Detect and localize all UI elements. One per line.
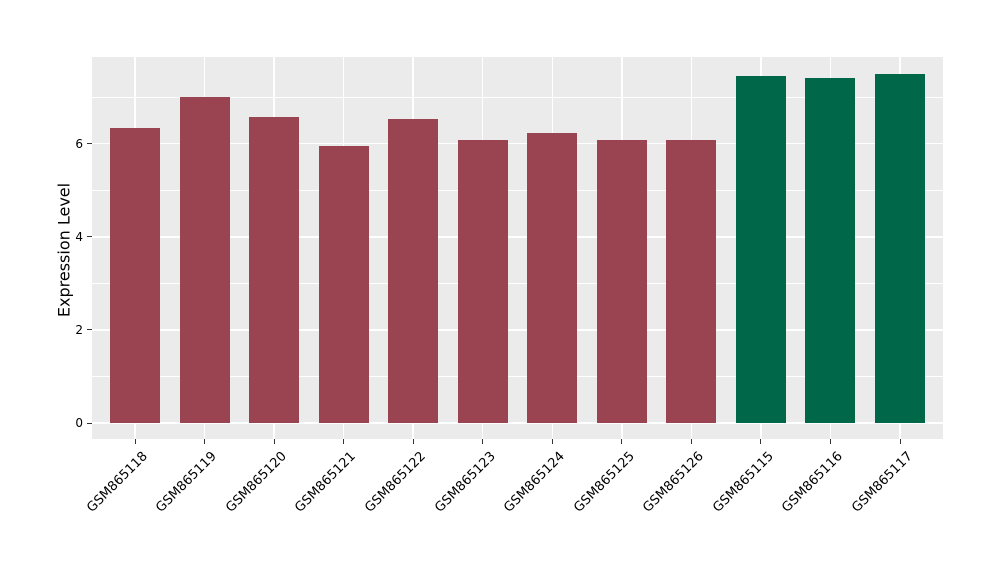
y-tick-mark-2 [87,329,92,331]
bar-GSM865123 [457,140,508,424]
x-tick-mark-GSM865125 [621,439,623,444]
x-tick-mark-GSM865117 [899,439,901,444]
x-tick-label-GSM865118: GSM865118 [84,449,151,516]
y-tick-mark-0 [87,422,92,424]
bar-GSM865120 [249,116,300,424]
x-tick-label-GSM865119: GSM865119 [153,449,221,516]
bar-GSM865115 [735,75,786,424]
bar-GSM865126 [666,140,717,424]
y-axis-title: Expression Level [54,182,74,318]
x-tick-label-GSM865120: GSM865120 [223,449,290,516]
x-tick-label-GSM865116: GSM865116 [779,449,847,516]
minor-gridline-y-3 [92,282,943,284]
x-tick-mark-GSM865120 [273,439,275,444]
y-tick-label-4: 4 [75,229,83,244]
bar-GSM865122 [388,119,439,424]
x-tick-mark-GSM865116 [829,439,831,444]
x-tick-label-GSM865117: GSM865117 [849,449,916,516]
bar-GSM865124 [527,132,578,424]
plot-panel [92,57,943,439]
x-tick-mark-GSM865115 [760,439,762,444]
x-tick-label-GSM865125: GSM865125 [570,449,638,516]
major-gridline-y-4 [92,236,943,238]
y-tick-label-2: 2 [75,322,83,337]
x-tick-label-GSM865123: GSM865123 [431,449,499,516]
x-tick-mark-GSM865119 [204,439,206,444]
bar-GSM865125 [596,140,647,424]
x-tick-mark-GSM865126 [690,439,692,444]
bar-GSM865119 [179,97,230,424]
major-gridline-y-2 [92,329,943,331]
y-tick-label-0: 0 [75,416,83,431]
minor-gridline-y-7 [92,96,943,98]
x-tick-label-GSM865122: GSM865122 [362,449,429,516]
major-gridline-y-0 [92,422,943,424]
minor-gridline-y-1 [92,376,943,378]
bar-GSM865117 [875,73,925,424]
x-tick-label-GSM865124: GSM865124 [501,449,568,516]
x-tick-mark-GSM865121 [343,439,345,444]
bar-GSM865116 [805,77,856,424]
minor-gridline-y-5 [92,189,943,191]
y-tick-mark-4 [87,236,92,238]
x-tick-label-GSM865126: GSM865126 [640,449,707,516]
bar-GSM865118 [110,128,160,424]
bar-GSM865121 [318,145,369,424]
y-tick-mark-6 [87,143,92,145]
x-tick-mark-GSM865118 [134,439,136,444]
major-gridline-y-6 [92,142,943,145]
x-tick-mark-GSM865123 [482,439,484,444]
x-tick-label-GSM865115: GSM865115 [709,449,777,516]
x-tick-label-GSM865121: GSM865121 [292,449,360,516]
x-tick-mark-GSM865124 [551,439,553,444]
y-tick-label-6: 6 [75,136,83,151]
x-tick-mark-GSM865122 [412,439,414,444]
